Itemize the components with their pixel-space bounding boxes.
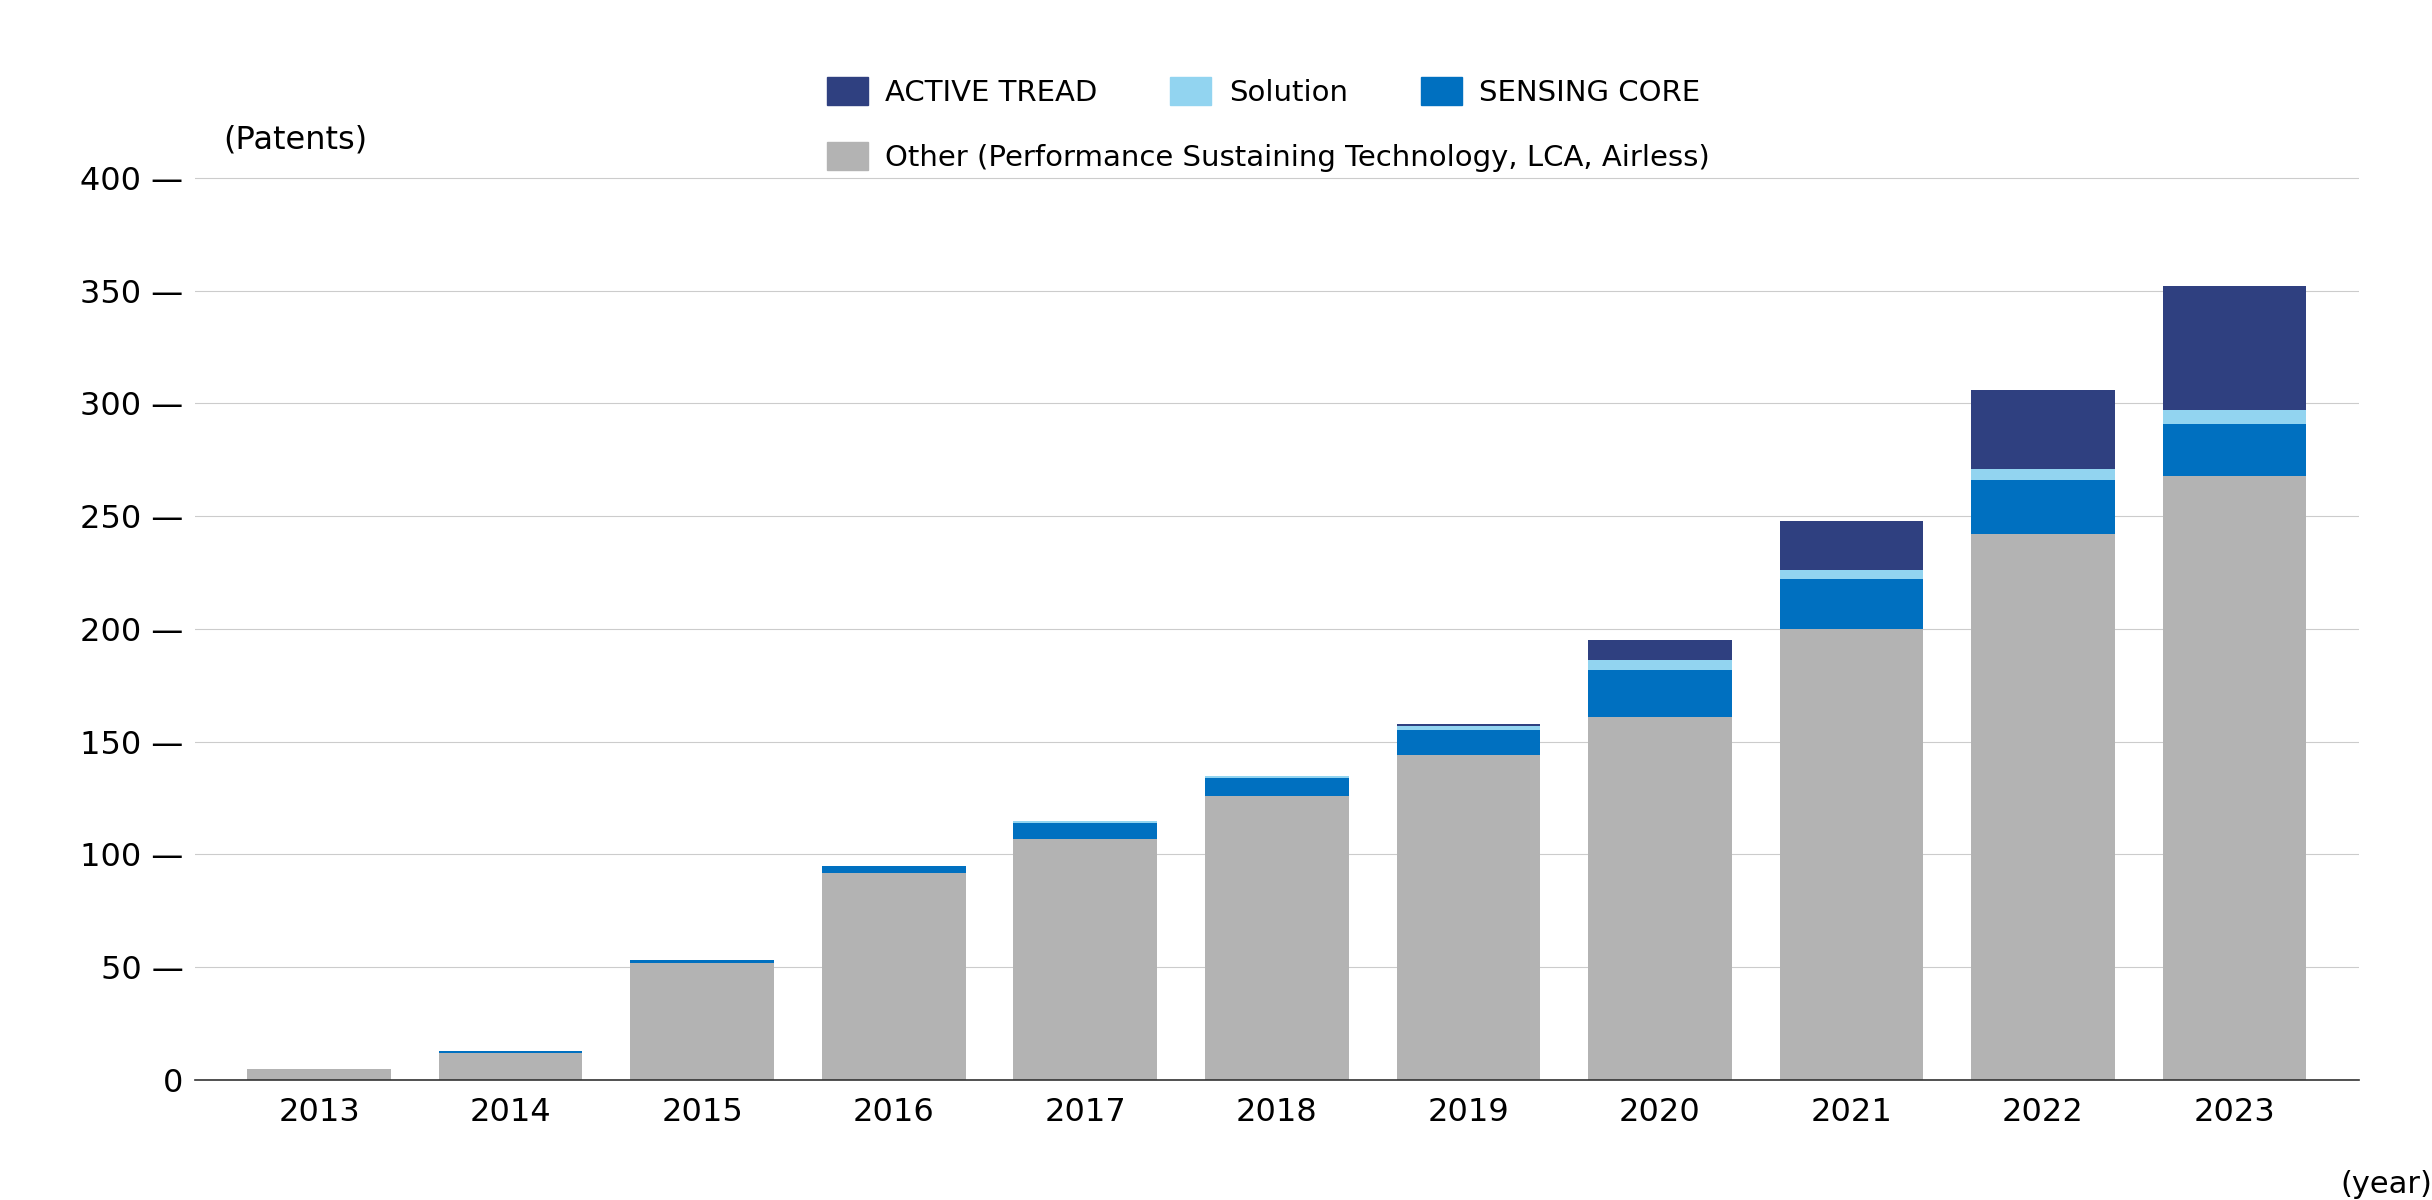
Bar — [438, 1051, 581, 1052]
Bar — [1014, 823, 1158, 839]
Bar — [630, 962, 773, 1080]
Bar — [1588, 660, 1732, 670]
Bar — [1014, 821, 1158, 823]
Legend: Other (Performance Sustaining Technology, LCA, Airless): Other (Performance Sustaining Technology… — [815, 131, 1722, 184]
Bar — [1204, 778, 1350, 796]
Bar — [822, 865, 966, 872]
Bar — [1396, 731, 1539, 755]
Bar — [2162, 410, 2306, 424]
Bar — [248, 1069, 392, 1080]
Bar — [822, 872, 966, 1080]
Bar — [1972, 390, 2116, 469]
Bar — [2162, 286, 2306, 410]
Bar — [1588, 640, 1732, 660]
Bar — [1396, 755, 1539, 1080]
Bar — [1780, 570, 1924, 580]
Bar — [1014, 839, 1158, 1080]
Bar — [1204, 775, 1350, 778]
Bar — [1780, 580, 1924, 629]
Bar — [1972, 534, 2116, 1080]
Bar — [438, 1052, 581, 1080]
Bar — [1972, 480, 2116, 534]
Bar — [2162, 424, 2306, 475]
Bar — [2162, 475, 2306, 1080]
Text: (year): (year) — [2340, 1170, 2432, 1199]
Bar — [1204, 796, 1350, 1080]
Bar — [1972, 469, 2116, 480]
Bar — [1396, 724, 1539, 726]
Text: (Patents): (Patents) — [224, 125, 367, 155]
Bar — [1780, 629, 1924, 1080]
Bar — [1396, 726, 1539, 731]
Bar — [1588, 716, 1732, 1080]
Bar — [1588, 670, 1732, 716]
Bar — [1780, 521, 1924, 570]
Bar — [630, 960, 773, 962]
